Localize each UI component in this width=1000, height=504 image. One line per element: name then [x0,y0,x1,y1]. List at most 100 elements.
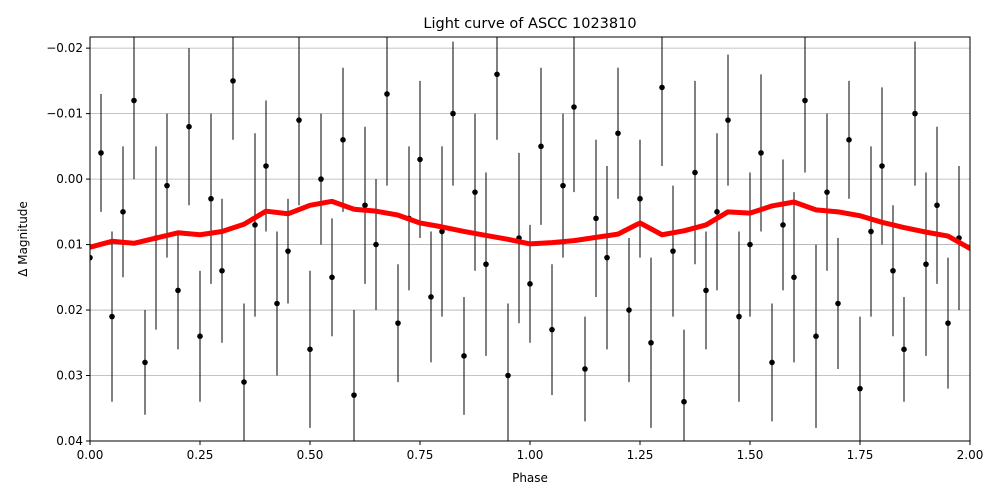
data-point [329,274,335,281]
data-point [472,189,478,195]
data-point [131,97,137,104]
data-point [417,156,423,163]
data-point [362,202,368,209]
data-point [934,202,940,209]
data-point [758,150,764,156]
data-point [890,267,896,274]
data-point [582,366,588,372]
x-tick-label: 0.75 [407,448,434,462]
y-tick-label: 0.02 [56,303,83,317]
binned-curve [90,198,970,251]
data-point [351,392,357,398]
data-point [945,320,951,326]
data-point [681,398,687,405]
axes: −0.02−0.010.000.010.020.030.040.00 0.25 0.… [46,36,984,462]
x-axis-label: Phase [512,471,548,485]
data-point [648,339,654,346]
y-tick-label: 0.04 [56,434,83,448]
x-tick-label: 0.00 [77,448,104,462]
data-point [175,287,181,294]
plot-area [90,37,970,441]
data-point [109,313,115,320]
plot-frame [89,36,971,442]
x-tick-label: 1.00 [517,448,544,462]
data-point [120,209,126,215]
x-tick-label: 0.50 [297,448,324,462]
data-point [439,228,445,235]
data-point [736,313,742,320]
data-point [186,123,192,130]
data-point [428,294,434,300]
data-point [98,150,104,156]
data-point [263,163,269,169]
data-point [230,78,236,84]
data-point [846,137,852,143]
data-point [395,320,401,326]
data-point [483,261,489,268]
data-point [384,91,390,97]
y-tick-label: 0.03 [56,369,83,383]
data-point [494,71,500,78]
y-axis-label: Δ Magnitude [16,201,30,277]
data-point [307,346,313,353]
x-tick-label: 1.75 [847,448,874,462]
data-point [296,117,302,123]
y-tick-label: 0.01 [56,238,83,252]
data-point [791,274,797,281]
data-point [780,222,786,228]
data-point [659,84,665,91]
data-point [604,254,610,261]
data-point [373,241,379,248]
data-point [208,195,214,202]
data-point [90,254,93,261]
data-point [461,353,467,359]
data-point [450,110,456,117]
data-point [318,176,324,182]
x-tick-label: 1.25 [627,448,654,462]
data-point [142,359,148,366]
data-point [637,195,643,202]
data-point [274,300,280,307]
data-point [340,137,346,143]
data-point [692,169,698,176]
x-tick-label: 2.00 [957,448,984,462]
data-point [505,372,511,379]
data-point [725,117,731,123]
data-point [670,248,676,254]
data-point [747,241,753,248]
data-point [197,333,203,340]
y-tick-label: −0.01 [46,107,83,121]
chart-title: Light curve of ASCC 1023810 [423,16,636,32]
y-tick-label: 0.00 [56,172,83,186]
data-point [813,333,819,340]
data-point [538,143,544,150]
data-point [626,307,632,313]
data-point [879,163,885,169]
data-point [912,110,918,117]
x-tick-label: 1.50 [737,448,764,462]
data-point [219,267,225,274]
x-tick-label: 0.25 [187,448,214,462]
data-point [285,248,291,254]
data-point [714,209,720,215]
data-point [769,359,775,366]
data-point [868,228,874,235]
data-point [835,300,841,307]
data-point [593,215,599,222]
y-tick-label: −0.02 [46,41,83,55]
data-point [857,385,863,392]
data-point [241,379,247,385]
data-point [164,182,170,189]
data-point [703,287,709,294]
data-point [615,130,621,137]
data-point [802,97,808,104]
data-point [549,326,555,333]
data-point [824,189,830,195]
data-point [560,182,566,189]
data-point [571,104,577,110]
data-point [527,281,533,287]
data-point [901,346,907,353]
data-point [923,261,929,268]
